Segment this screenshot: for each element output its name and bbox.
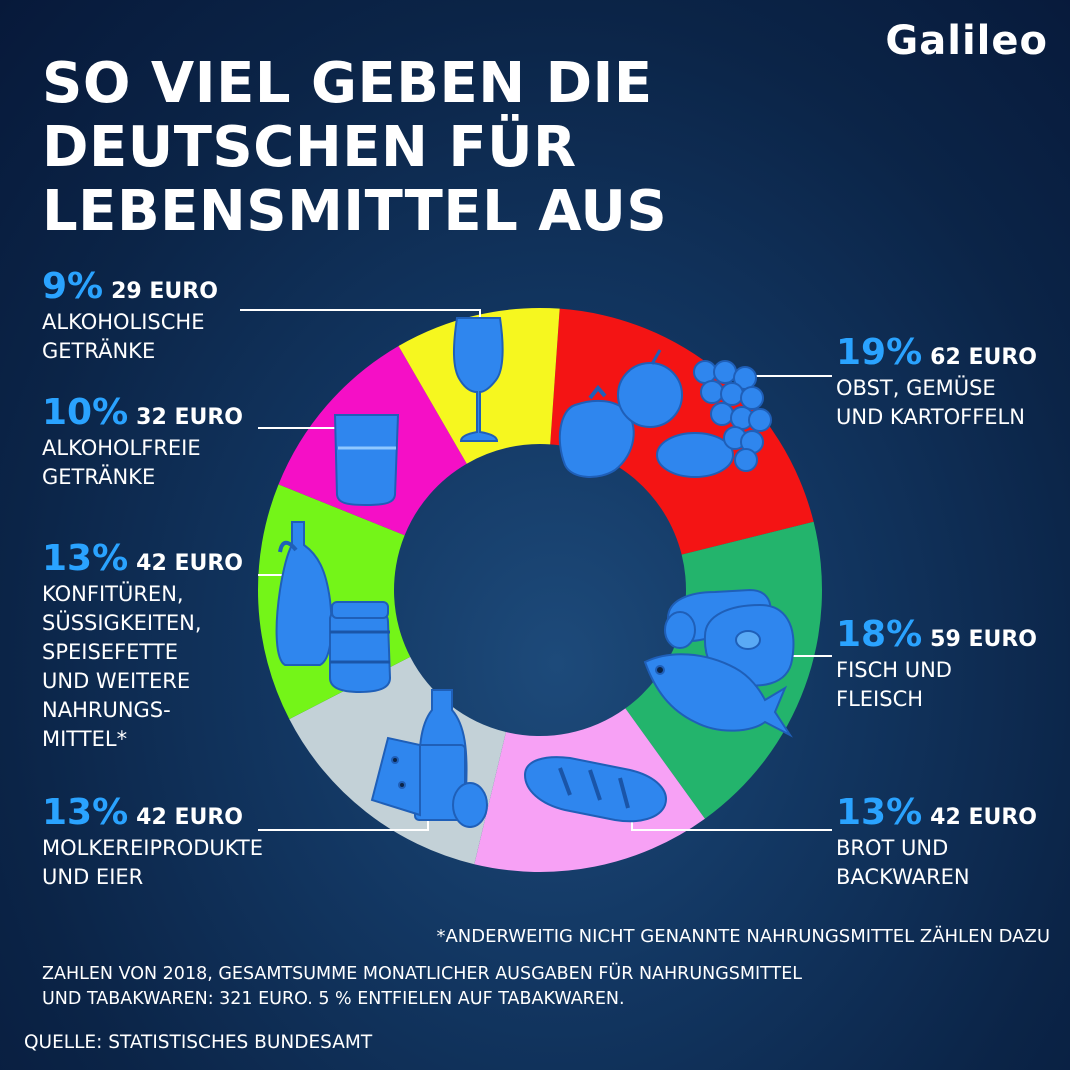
- category-name: KONFITÜREN, SÜSSIGKEITEN, SPEISEFETTE UN…: [42, 582, 202, 751]
- label-fisch: 18% 59 EURO FISCH UND FLEISCH: [836, 617, 1037, 714]
- category-name: BROT UND BACKWAREN: [836, 836, 970, 889]
- euro-label: 29 EURO: [111, 279, 218, 304]
- percent-label: 9%: [42, 266, 104, 307]
- euro-label: 59 EURO: [930, 627, 1037, 652]
- dairy-icon: [370, 689, 488, 828]
- footnote: *ANDERWEITIG NICHT GENANNTE NAHRUNGSMITT…: [436, 926, 1050, 947]
- fish-meat-icon: [643, 588, 795, 738]
- category-name: OBST, GEMÜSE UND KARTOFFELN: [836, 376, 1025, 429]
- category-name: FISCH UND FLEISCH: [836, 658, 952, 711]
- data-note: ZAHLEN VON 2018, GESAMTSUMME MONATLICHER…: [42, 964, 803, 1009]
- category-icons: [275, 317, 795, 828]
- bread-icon: [523, 756, 667, 823]
- euro-label: 62 EURO: [930, 345, 1037, 370]
- label-alkohol: 9% 29 EURO ALKOHOLISCHE GETRÄNKE: [42, 269, 218, 366]
- percent-label: 18%: [836, 614, 923, 655]
- category-name: ALKOHOLISCHE GETRÄNKE: [42, 310, 205, 363]
- percent-label: 13%: [42, 538, 129, 579]
- line-alkohol: [240, 309, 481, 322]
- percent-label: 19%: [836, 332, 923, 373]
- label-alkoholfrei: 10% 32 EURO ALKOHOLFREIE GETRÄNKE: [42, 395, 243, 492]
- euro-label: 42 EURO: [136, 805, 243, 830]
- percent-label: 13%: [42, 792, 129, 833]
- title-line: SO VIEL GEBEN DIE: [42, 51, 653, 116]
- label-brot: 13% 42 EURO BROT UND BACKWAREN: [836, 795, 1037, 892]
- euro-label: 32 EURO: [136, 405, 243, 430]
- label-obst: 19% 62 EURO OBST, GEMÜSE UND KARTOFFELN: [836, 335, 1037, 432]
- vegetables-fruit-icon: [558, 349, 772, 478]
- line-molkerei: [258, 818, 429, 831]
- title-line: LEBENSMITTEL AUS: [42, 179, 668, 244]
- label-molkerei: 13% 42 EURO MOLKEREIPRODUKTE UND EIER: [42, 795, 264, 892]
- source-line: QUELLE: STATISTISCHES BUNDESAMT: [24, 1032, 373, 1053]
- euro-label: 42 EURO: [930, 805, 1037, 830]
- oil-jar-icon: [275, 521, 392, 694]
- percent-label: 10%: [42, 392, 129, 433]
- category-name: ALKOHOLFREIE GETRÄNKE: [42, 436, 201, 489]
- euro-label: 42 EURO: [136, 551, 243, 576]
- slice-obst: [550, 308, 814, 555]
- category-name: MOLKEREIPRODUKTE UND EIER: [42, 836, 264, 889]
- title-line: DEUTSCHEN FÜR: [42, 115, 577, 180]
- water-glass-icon: [333, 414, 400, 507]
- page-title: SO VIEL GEBEN DIE DEUTSCHEN FÜR LEBENSMI…: [42, 52, 802, 244]
- percent-label: 13%: [836, 792, 923, 833]
- wine-glass-icon: [452, 317, 504, 442]
- galileo-logo: Galileo: [885, 18, 1048, 64]
- label-konfitueren: 13% 42 EURO KONFITÜREN, SÜSSIGKEITEN, SPE…: [42, 541, 243, 754]
